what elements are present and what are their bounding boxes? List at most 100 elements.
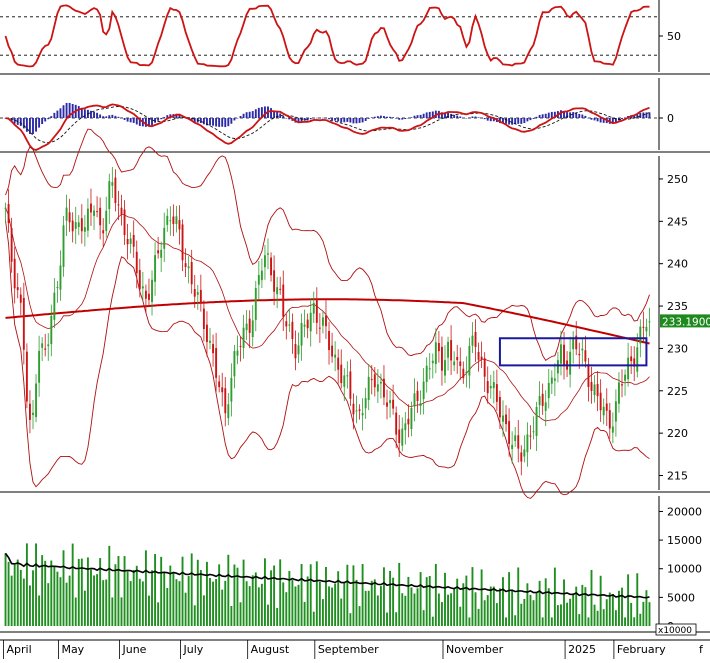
macd-histogram-bar <box>254 109 257 118</box>
candle-body <box>315 298 318 323</box>
candle-body <box>74 222 77 229</box>
candle-body <box>410 408 413 430</box>
macd-histogram-bar <box>349 118 352 123</box>
volume-bar <box>630 602 633 626</box>
candle-body <box>10 228 13 262</box>
candle-body <box>90 203 92 213</box>
candle-body <box>578 353 581 356</box>
candle-body <box>569 351 572 375</box>
macd-histogram-bar <box>624 117 627 119</box>
candle-body <box>383 378 385 398</box>
macd-histogram-bar <box>157 118 160 121</box>
candle-body <box>111 182 114 186</box>
volume-bar <box>395 612 398 626</box>
volume-bar <box>325 566 327 626</box>
stoch-tick-label: 50 <box>667 30 681 43</box>
x-axis-label: February <box>617 643 666 656</box>
volume-bar <box>230 605 233 626</box>
candle-body <box>413 393 416 407</box>
candle-body <box>44 348 47 350</box>
candle-body <box>212 343 215 354</box>
macd-histogram-bar <box>379 115 382 118</box>
volume-bar <box>123 556 126 626</box>
macd-histogram-bar <box>331 118 334 121</box>
volume-bar <box>587 617 590 626</box>
volume-bar <box>53 565 56 626</box>
panel-frames <box>0 0 710 633</box>
volume-bar <box>477 608 480 626</box>
volume-bar <box>538 580 541 626</box>
macd-histogram-bar <box>96 112 99 118</box>
macd-histogram-bar <box>468 117 471 118</box>
volume-bar <box>135 565 138 626</box>
volume-bar <box>254 572 257 626</box>
macd-histogram-bar <box>315 117 318 119</box>
candle-body <box>105 210 108 231</box>
volume-bar <box>468 617 471 626</box>
volume-bar <box>7 561 10 626</box>
macd-histogram-bar <box>422 113 425 118</box>
candle-body <box>306 319 309 329</box>
macd-histogram-bar <box>306 118 309 121</box>
macd-histogram-bar <box>19 118 22 126</box>
macd-histogram-bar <box>502 118 504 124</box>
candle-body <box>392 399 395 409</box>
volume-bar <box>462 583 465 626</box>
price-tick-label: 250 <box>667 173 688 186</box>
volume-bar <box>422 610 425 626</box>
macd-histogram-bar <box>547 112 550 118</box>
macd-histogram-bar <box>376 116 379 118</box>
volume-bar <box>209 578 211 626</box>
volume-bar <box>224 580 227 626</box>
macd-histogram-bar <box>303 118 306 121</box>
volume-bar <box>10 575 13 626</box>
candle-body <box>224 388 227 414</box>
candle-body <box>279 288 282 290</box>
volume-bar <box>202 595 205 626</box>
volume-bar <box>517 567 520 626</box>
candle-body <box>431 360 434 364</box>
candle-body <box>444 360 446 376</box>
macd-histogram-bar <box>587 118 590 119</box>
candle-body <box>523 449 526 457</box>
macd-histogram-bar <box>508 118 511 125</box>
last-price-label: 233.1900 <box>662 316 710 328</box>
price-panel <box>4 128 651 499</box>
candle-body <box>575 335 578 350</box>
candle-body <box>599 392 602 411</box>
macd-histogram-bar <box>599 118 602 123</box>
candle-body <box>346 375 349 377</box>
macd-histogram-bar <box>398 118 401 120</box>
candle-body <box>62 225 65 267</box>
candle-body <box>593 384 596 396</box>
macd-histogram-bar <box>260 107 263 118</box>
macd-histogram-bar <box>230 118 233 124</box>
volume-bar <box>495 603 498 626</box>
candle-body <box>32 412 34 416</box>
volume-bar <box>358 606 361 626</box>
volume-bar <box>553 567 556 626</box>
volume-bar <box>343 581 346 626</box>
candle-body <box>459 361 462 367</box>
macd-histogram-bar <box>154 118 157 123</box>
volume-bar <box>569 598 572 626</box>
volume-bar <box>141 581 144 626</box>
candle-body <box>151 279 153 303</box>
volume-bar <box>111 597 114 626</box>
macd-histogram-bar <box>132 118 135 123</box>
macd-histogram-bar <box>297 118 300 123</box>
volume-bar <box>138 578 141 626</box>
candle-body <box>273 270 276 292</box>
volume-bar <box>157 602 160 626</box>
candle-body <box>633 358 636 367</box>
volume-bar <box>379 586 382 626</box>
volume-bar <box>541 617 544 626</box>
volume-panel <box>4 543 651 626</box>
macd-histogram-bar <box>523 118 526 124</box>
candle-body <box>65 207 68 221</box>
volume-bar <box>32 570 34 626</box>
candle-body <box>355 410 358 412</box>
macd-histogram-bar <box>563 111 565 118</box>
volume-bar <box>99 558 102 626</box>
candle-body <box>526 434 529 453</box>
